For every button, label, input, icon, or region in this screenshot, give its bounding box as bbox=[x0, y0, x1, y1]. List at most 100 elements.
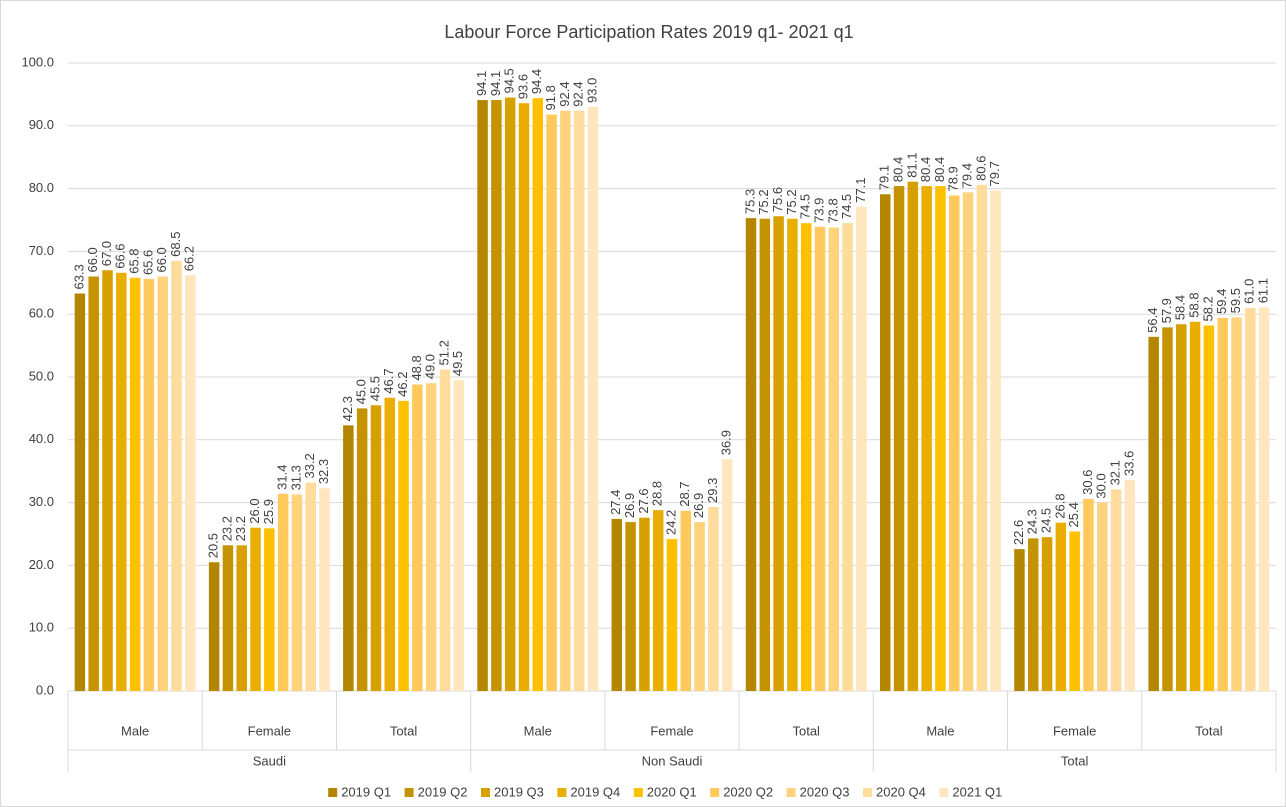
bar bbox=[879, 194, 891, 691]
bar bbox=[171, 260, 182, 691]
legend-swatch bbox=[939, 788, 949, 797]
bar bbox=[116, 272, 127, 691]
x-tick-label: Male bbox=[926, 723, 954, 738]
value-label: 49.0 bbox=[423, 354, 438, 379]
value-label: 75.6 bbox=[770, 187, 785, 212]
bar bbox=[102, 270, 113, 691]
value-label: 73.9 bbox=[811, 198, 826, 223]
value-label: 80.4 bbox=[918, 157, 933, 182]
value-label: 93.0 bbox=[584, 78, 599, 103]
value-label: 49.5 bbox=[450, 351, 465, 376]
bar bbox=[759, 218, 771, 691]
value-label: 46.7 bbox=[381, 368, 396, 393]
bar bbox=[208, 562, 220, 691]
x-tick-label: Male bbox=[121, 723, 149, 738]
y-tick-label: 70.0 bbox=[29, 243, 54, 258]
bar bbox=[773, 216, 784, 691]
value-label: 75.3 bbox=[742, 189, 757, 214]
bar bbox=[587, 106, 599, 691]
y-tick-label: 30.0 bbox=[29, 494, 54, 509]
value-label: 92.4 bbox=[557, 81, 572, 106]
bar bbox=[1041, 537, 1053, 691]
value-label: 73.8 bbox=[825, 198, 840, 223]
value-label: 93.6 bbox=[515, 74, 530, 99]
value-label: 45.5 bbox=[367, 376, 382, 401]
value-label: 61.1 bbox=[1256, 278, 1271, 303]
y-tick-label: 10.0 bbox=[29, 620, 54, 635]
bar bbox=[491, 100, 502, 691]
value-label: 56.4 bbox=[1145, 307, 1160, 332]
bar bbox=[250, 527, 261, 691]
value-label: 66.0 bbox=[85, 247, 100, 272]
value-label: 30.6 bbox=[1080, 470, 1095, 495]
bar bbox=[1217, 317, 1228, 691]
value-label: 65.6 bbox=[140, 250, 155, 275]
value-label: 26.9 bbox=[691, 493, 706, 518]
value-label: 23.2 bbox=[219, 516, 234, 541]
bar bbox=[976, 184, 988, 691]
value-label: 80.4 bbox=[890, 157, 905, 182]
legend-label: 2020 Q4 bbox=[876, 784, 926, 799]
value-label: 63.3 bbox=[71, 264, 86, 289]
legend-label: 2019 Q4 bbox=[570, 784, 620, 799]
value-label: 32.3 bbox=[316, 459, 331, 484]
value-label: 36.9 bbox=[719, 430, 734, 455]
bar bbox=[222, 545, 234, 691]
legend-label: 2019 Q3 bbox=[494, 784, 544, 799]
bar bbox=[800, 223, 812, 691]
value-label: 59.4 bbox=[1214, 289, 1229, 314]
bar bbox=[1028, 538, 1039, 691]
value-label: 48.8 bbox=[409, 355, 424, 380]
value-label: 26.9 bbox=[622, 493, 637, 518]
bar bbox=[639, 517, 650, 691]
bar bbox=[398, 400, 409, 691]
bar bbox=[1097, 502, 1108, 691]
value-label: 33.6 bbox=[1121, 451, 1136, 476]
y-tick-label: 100.0 bbox=[21, 54, 54, 69]
y-tick-label: 90.0 bbox=[29, 117, 54, 132]
y-tick-label: 40.0 bbox=[29, 431, 54, 446]
value-label: 26.8 bbox=[1052, 493, 1067, 518]
value-label: 24.2 bbox=[663, 510, 678, 535]
value-label: 24.3 bbox=[1025, 509, 1040, 534]
bar bbox=[504, 97, 516, 692]
value-label: 78.9 bbox=[946, 166, 961, 191]
bar bbox=[1148, 336, 1159, 691]
bar bbox=[236, 545, 247, 691]
value-label: 66.6 bbox=[113, 243, 128, 268]
legend-swatch bbox=[328, 788, 338, 797]
legend-swatch bbox=[710, 788, 720, 797]
y-tick-label: 50.0 bbox=[29, 368, 54, 383]
bar bbox=[319, 488, 330, 691]
value-label: 28.8 bbox=[650, 481, 665, 506]
group-label: Total bbox=[1061, 753, 1089, 768]
value-label: 66.0 bbox=[154, 247, 169, 272]
value-label: 31.4 bbox=[275, 464, 290, 489]
bar bbox=[74, 293, 86, 691]
value-label: 91.8 bbox=[543, 85, 558, 110]
bar bbox=[856, 206, 867, 691]
bar bbox=[708, 506, 719, 691]
value-label: 58.2 bbox=[1200, 296, 1215, 321]
chart-title: Labour Force Participation Rates 2019 q1… bbox=[444, 22, 853, 42]
bar bbox=[546, 114, 557, 692]
value-label: 20.5 bbox=[206, 533, 221, 558]
bar bbox=[264, 528, 275, 691]
bar bbox=[907, 181, 919, 691]
legend-swatch bbox=[557, 788, 567, 797]
value-label: 45.0 bbox=[354, 379, 369, 404]
bar bbox=[962, 192, 974, 692]
value-label: 94.5 bbox=[502, 68, 517, 93]
legend-swatch bbox=[863, 788, 872, 797]
bar bbox=[291, 494, 303, 691]
value-label: 25.4 bbox=[1066, 502, 1081, 527]
value-label: 59.5 bbox=[1228, 288, 1243, 313]
bar bbox=[990, 190, 1001, 691]
bar bbox=[1176, 324, 1187, 691]
value-label: 94.1 bbox=[488, 71, 503, 96]
y-tick-label: 0.0 bbox=[36, 682, 54, 697]
value-label: 33.2 bbox=[302, 453, 317, 478]
y-tick-label: 60.0 bbox=[29, 306, 54, 321]
value-label: 80.4 bbox=[932, 157, 947, 182]
